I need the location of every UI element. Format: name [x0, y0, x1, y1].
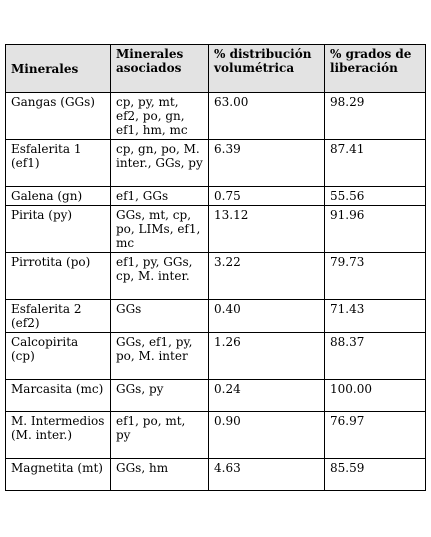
- cell-grados-liberacion: 79.73: [324, 252, 426, 300]
- header-minerales-asociados: Minerales asociados: [110, 44, 209, 93]
- cell-grados-liberacion: 91.96: [324, 205, 426, 253]
- cell-minerales-asociados: ef1, po, mt, py: [110, 411, 209, 459]
- cell-mineral: Galena (gn): [5, 186, 111, 206]
- cell-mineral: Esfalerita 1 (ef1): [5, 139, 111, 187]
- cell-minerales-asociados: GGs: [110, 299, 209, 333]
- cell-mineral: Esfalerita 2 (ef2): [5, 299, 111, 333]
- cell-distribucion-volumetrica: 63.00: [208, 92, 325, 140]
- cell-minerales-asociados: cp, py, mt, ef2, po, gn, ef1, hm, mc: [110, 92, 209, 140]
- table-row: Calcopirita (cp) GGs, ef1, py, po, M. int…: [5, 332, 426, 380]
- cell-mineral: Marcasita (mc): [5, 379, 111, 412]
- table-row: Gangas (GGs) cp, py, mt, ef2, po, gn, ef1…: [5, 92, 426, 140]
- cell-grados-liberacion: 71.43: [324, 299, 426, 333]
- cell-grados-liberacion: 100.00: [324, 379, 426, 412]
- cell-mineral: M. Intermedios (M. inter.): [5, 411, 111, 459]
- table-header: Minerales Minerales asociados % distribu…: [5, 44, 426, 93]
- table-row: Esfalerita 2 (ef2) GGs 0.40 71.43: [5, 299, 426, 333]
- table-row: Magnetita (mt) GGs, hm 4.63 85.59: [5, 458, 426, 491]
- cell-distribucion-volumetrica: 13.12: [208, 205, 325, 253]
- cell-grados-liberacion: 85.59: [324, 458, 426, 491]
- cell-minerales-asociados: ef1, py, GGs, cp, M. inter.: [110, 252, 209, 300]
- cell-distribucion-volumetrica: 3.22: [208, 252, 325, 300]
- cell-minerales-asociados: GGs, hm: [110, 458, 209, 491]
- table-body: Gangas (GGs) cp, py, mt, ef2, po, gn, ef1…: [5, 92, 426, 491]
- cell-minerales-asociados: GGs, ef1, py, po, M. inter: [110, 332, 209, 380]
- cell-distribucion-volumetrica: 1.26: [208, 332, 325, 380]
- cell-grados-liberacion: 76.97: [324, 411, 426, 459]
- header-row: Minerales Minerales asociados % distribu…: [5, 44, 426, 93]
- cell-mineral: Pirrotita (po): [5, 252, 111, 300]
- table-row: Esfalerita 1 (ef1) cp, gn, po, M. inter.,…: [5, 139, 426, 187]
- cell-minerales-asociados: ef1, GGs: [110, 186, 209, 206]
- cell-grados-liberacion: 55.56: [324, 186, 426, 206]
- cell-distribucion-volumetrica: 0.24: [208, 379, 325, 412]
- cell-grados-liberacion: 87.41: [324, 139, 426, 187]
- cell-minerales-asociados: GGs, py: [110, 379, 209, 412]
- cell-distribucion-volumetrica: 0.75: [208, 186, 325, 206]
- table-row: Pirrotita (po) ef1, py, GGs, cp, M. inter…: [5, 252, 426, 300]
- cell-minerales-asociados: GGs, mt, cp, po, LIMs, ef1, mc: [110, 205, 209, 253]
- cell-distribucion-volumetrica: 0.40: [208, 299, 325, 333]
- minerals-table: Minerales Minerales asociados % distribu…: [5, 44, 426, 491]
- cell-mineral: Pirita (py): [5, 205, 111, 253]
- cell-grados-liberacion: 88.37: [324, 332, 426, 380]
- cell-distribucion-volumetrica: 0.90: [208, 411, 325, 459]
- table-row: Pirita (py) GGs, mt, cp, po, LIMs, ef1, m…: [5, 205, 426, 253]
- cell-mineral: Magnetita (mt): [5, 458, 111, 491]
- table-row: Galena (gn) ef1, GGs 0.75 55.56: [5, 186, 426, 206]
- header-minerales: Minerales: [5, 44, 111, 93]
- cell-distribucion-volumetrica: 4.63: [208, 458, 325, 491]
- header-distribucion-volumetrica: % distribución volumétrica: [208, 44, 325, 93]
- header-grados-liberacion: % grados de liberación: [324, 44, 426, 93]
- cell-grados-liberacion: 98.29: [324, 92, 426, 140]
- table-row: Marcasita (mc) GGs, py 0.24 100.00: [5, 379, 426, 412]
- cell-distribucion-volumetrica: 6.39: [208, 139, 325, 187]
- cell-mineral: Calcopirita (cp): [5, 332, 111, 380]
- cell-mineral: Gangas (GGs): [5, 92, 111, 140]
- cell-minerales-asociados: cp, gn, po, M. inter., GGs, py: [110, 139, 209, 187]
- table-row: M. Intermedios (M. inter.) ef1, po, mt, p…: [5, 411, 426, 459]
